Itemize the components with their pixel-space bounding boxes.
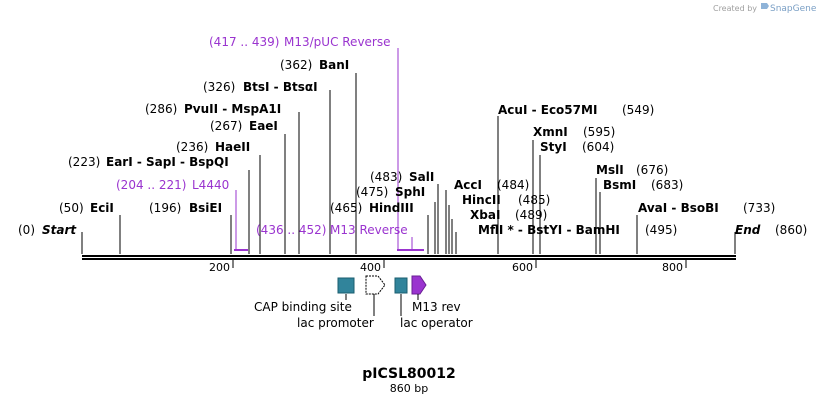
sequence-strand-bottom <box>82 258 736 260</box>
sequence-strand-top <box>82 255 736 257</box>
site-name-msli: MslI <box>596 163 624 177</box>
site-name-bsmi: BsmI <box>603 178 636 192</box>
end-label: End <box>735 223 761 237</box>
site-name-haeii: HaeII <box>215 140 250 154</box>
primer-range-m13-puc-reverse: (417 .. 439) <box>209 35 279 49</box>
primer-name-l4440: L4440 <box>192 178 229 192</box>
primer-name-m13-reverse: M13 Reverse <box>330 223 408 237</box>
feature-label-cap-binding-site: CAP binding site <box>254 300 352 314</box>
feature-label-lac-promoter: lac promoter <box>297 316 374 330</box>
feature-cap-binding-site <box>337 277 355 294</box>
primer-range-l4440: (204 .. 221) <box>116 178 186 192</box>
site-pos-msli: (676) <box>636 163 668 177</box>
tick-label-800: 800 <box>662 261 683 274</box>
snapgene-logo: SnapGene <box>761 3 817 14</box>
primer-name-m13-puc-reverse: M13/pUC Reverse <box>284 35 391 49</box>
plasmid-size: 860 bp <box>390 382 428 395</box>
site-pos-bsmi: (683) <box>651 178 683 192</box>
site-pos-xmni: (595) <box>583 125 615 139</box>
tick-label-600: 600 <box>512 261 533 274</box>
start-pos: (0) <box>18 223 35 237</box>
site-pos-acui: (549) <box>622 103 654 117</box>
site-name-btsi: BtsI - BtsαI <box>243 80 318 94</box>
end-pos: (860) <box>775 223 807 237</box>
site-pos-eaei: (267) <box>210 119 242 133</box>
plasmid-name: pICSL80012 <box>362 366 455 382</box>
site-pos-styi: (604) <box>582 140 614 154</box>
primer-leader-lines <box>235 48 399 250</box>
start-label: Start <box>42 223 77 237</box>
site-name-sphi: SphI <box>395 185 425 199</box>
site-name-sali: SalI <box>409 170 434 184</box>
feature-leader-lines <box>345 294 419 316</box>
site-pos-xbai: (489) <box>515 208 547 222</box>
site-pos-hincii: (485) <box>518 193 550 207</box>
site-name-mfli-bstyi-bamhi: MflI * - BstYI - BamHI <box>478 223 620 237</box>
site-pos-hindiii: (465) <box>330 201 362 215</box>
site-name-eari: EarI - SapI - BspQI <box>106 155 229 169</box>
site-name-eaei: EaeI <box>249 119 278 133</box>
feature-label-m13-rev: M13 rev <box>412 300 461 314</box>
site-name-bani: BanI <box>319 58 349 72</box>
feature-lac-promoter-arrow <box>365 275 386 295</box>
site-pos-pvuii: (286) <box>145 102 177 116</box>
site-name-styi: StyI <box>540 140 567 154</box>
primer-bar-m13-puc-reverse <box>397 249 424 251</box>
feature-m13-rev-arrow <box>411 275 427 295</box>
site-pos-sphi: (475) <box>356 185 388 199</box>
site-pos-acci: (484) <box>497 178 529 192</box>
site-name-avai: AvaI - BsoBI <box>638 201 719 215</box>
axis-ticks <box>232 260 687 268</box>
site-pos-mfli-bstyi-bamhi: (495) <box>645 223 677 237</box>
primer-range-m13-reverse: (436 .. 452) <box>256 223 326 237</box>
tick-label-200: 200 <box>209 261 230 274</box>
site-name-bsiei: BsiEI <box>189 201 222 215</box>
site-name-ecii: EciI <box>90 201 114 215</box>
site-pos-eari: (223) <box>68 155 100 169</box>
tick-label-400: 400 <box>360 261 381 274</box>
site-leader-lines <box>81 73 736 254</box>
watermark-text: Created by <box>713 4 757 13</box>
snapgene-logo-text: SnapGene <box>770 4 817 14</box>
feature-label-lac-operator: lac operator <box>400 316 473 330</box>
site-name-hindiii: HindIII <box>369 201 414 215</box>
site-pos-btsi: (326) <box>203 80 235 94</box>
site-name-xbai: XbaI <box>470 208 500 222</box>
site-pos-sali: (483) <box>370 170 402 184</box>
site-name-acui: AcuI - Eco57MI <box>498 103 597 117</box>
site-pos-bsiei: (196) <box>149 201 181 215</box>
site-pos-avai: (733) <box>743 201 775 215</box>
site-name-xmni: XmnI <box>533 125 568 139</box>
site-name-pvuii: PvuII - MspA1I <box>184 102 281 116</box>
site-pos-bani: (362) <box>280 58 312 72</box>
feature-lac-operator <box>394 277 408 294</box>
primer-bar-l4440 <box>234 249 248 251</box>
site-name-acci: AccI <box>454 178 482 192</box>
site-name-hincii: HincII <box>462 193 501 207</box>
site-pos-ecii: (50) <box>59 201 84 215</box>
site-pos-haeii: (236) <box>176 140 208 154</box>
